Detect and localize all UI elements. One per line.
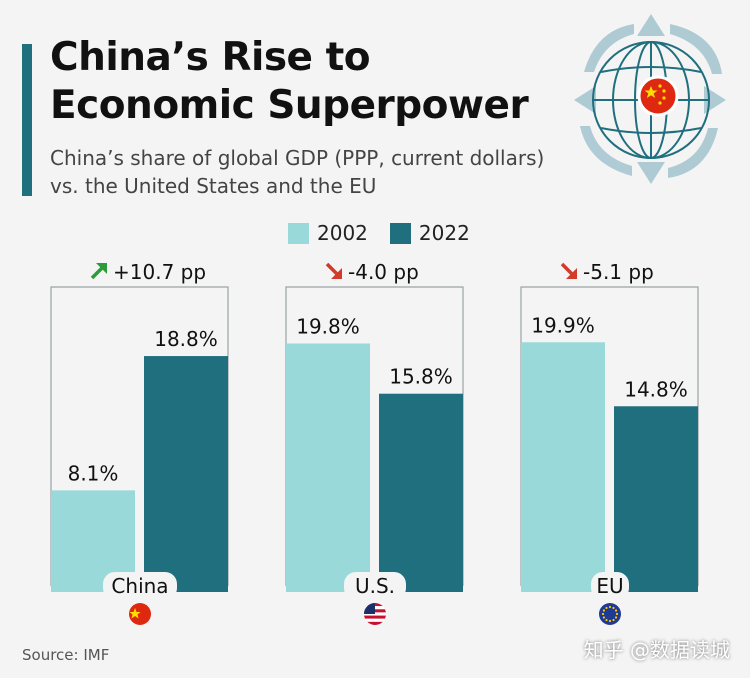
flag-eu-icon-star bbox=[605, 618, 608, 622]
data-label-china-2002: 8.1% bbox=[68, 461, 119, 485]
data-label-us-2002: 19.8% bbox=[296, 315, 360, 339]
change-arrow-down-head bbox=[331, 268, 342, 279]
flag-china-icon-star bbox=[129, 608, 141, 619]
bar-chart: 8.1% 18.8% China +10.7 pp 19.8% 15.8% U.S. -4.0… bbox=[50, 260, 699, 625]
subtitle-line-2: vs. the United States and the EU bbox=[50, 174, 377, 198]
chart-subtitle: China’s share of global GDP (PPP, curren… bbox=[50, 144, 630, 200]
data-label-eu-2022: 14.8% bbox=[624, 377, 688, 401]
bar-china-2022 bbox=[144, 356, 228, 592]
flag-eu-icon-star bbox=[608, 619, 612, 623]
category-label-bg-eu bbox=[591, 572, 629, 600]
source-note: Source: IMF bbox=[22, 646, 110, 664]
legend-label-2022: 2022 bbox=[418, 221, 470, 245]
legend: 2002 2022 bbox=[288, 219, 492, 247]
bar-eu-2022 bbox=[614, 406, 698, 592]
flag-eu-icon bbox=[599, 603, 621, 625]
watermark: 知乎 @数据读城 bbox=[583, 638, 730, 662]
category-label-china: China bbox=[111, 574, 168, 598]
category-label-eu: EU bbox=[596, 574, 623, 598]
legend-item-2002: 2002 bbox=[288, 221, 368, 245]
flag-us-icon bbox=[364, 603, 386, 625]
title-line-2: Economic Superpower bbox=[50, 83, 529, 128]
subtitle-line-1: China’s share of global GDP (PPP, curren… bbox=[50, 146, 545, 170]
legend-item-2022: 2022 bbox=[389, 221, 470, 245]
category-label-us: U.S. bbox=[355, 574, 395, 598]
flag-eu-icon-star bbox=[601, 612, 605, 616]
category-label-bg-china bbox=[103, 572, 177, 600]
bar-us-2022 bbox=[379, 393, 463, 592]
change-label-eu: -5.1 pp bbox=[583, 260, 654, 284]
data-label-eu-2002: 19.9% bbox=[531, 313, 595, 337]
change-arrow-down-head bbox=[566, 268, 577, 279]
flag-eu-icon-star bbox=[615, 612, 619, 616]
chart-title: China’s Rise to Economic Superpower bbox=[50, 34, 570, 130]
bar-eu-2002 bbox=[521, 342, 605, 592]
data-label-us-2022: 15.8% bbox=[389, 365, 453, 389]
change-label-china: +10.7 pp bbox=[113, 260, 206, 284]
change-arrow-up-head bbox=[96, 263, 107, 274]
legend-swatch-2002 bbox=[288, 222, 309, 244]
flag-china-icon bbox=[129, 603, 151, 625]
flag-eu-icon-star bbox=[612, 606, 615, 610]
accent-bar bbox=[22, 44, 32, 196]
data-label-china-2022: 18.8% bbox=[154, 327, 218, 351]
title-line-1: China’s Rise to bbox=[50, 35, 371, 80]
flag-eu-icon-star bbox=[614, 609, 618, 612]
globe-with-china-flag-icon bbox=[574, 14, 726, 184]
flag-eu-icon-star bbox=[614, 616, 618, 619]
legend-swatch-2022 bbox=[389, 222, 411, 244]
flag-eu-icon-star bbox=[602, 616, 606, 619]
flag-eu-icon-star bbox=[605, 606, 608, 610]
flag-eu-icon-star bbox=[612, 618, 615, 622]
flag-eu-icon-star bbox=[602, 609, 606, 612]
bar-us-2002 bbox=[286, 343, 370, 592]
legend-label-2002: 2002 bbox=[317, 221, 368, 245]
category-label-bg-us bbox=[344, 572, 406, 600]
flag-eu-icon-star bbox=[608, 605, 612, 609]
change-label-us: -4.0 pp bbox=[348, 260, 419, 284]
